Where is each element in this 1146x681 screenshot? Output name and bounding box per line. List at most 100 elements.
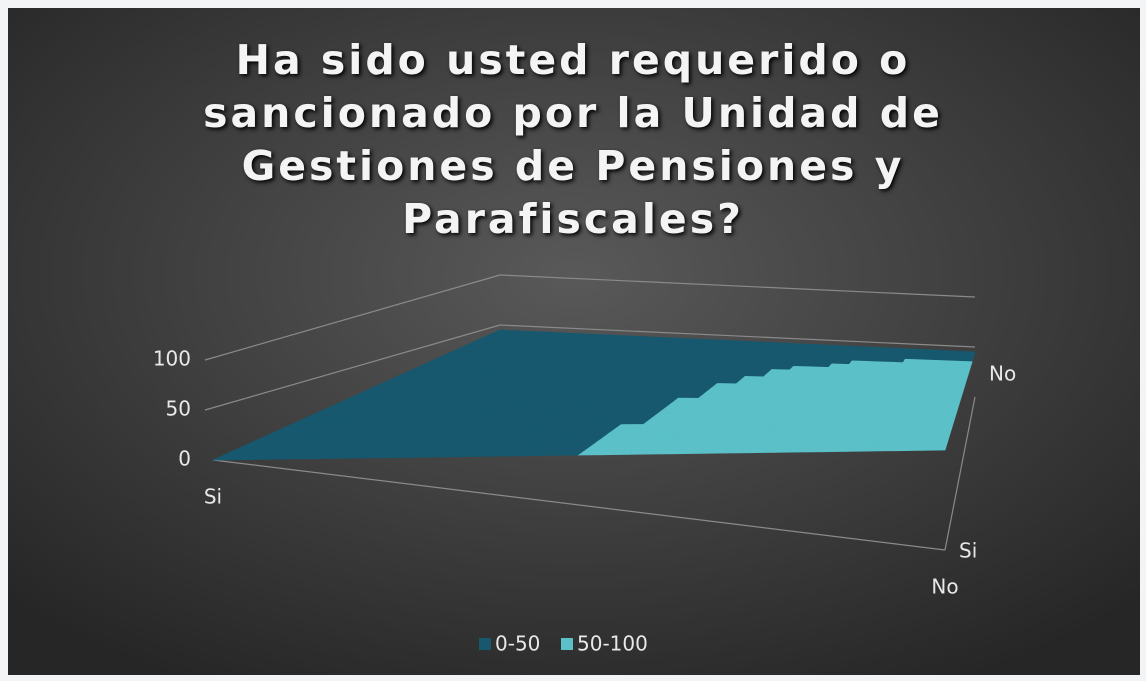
surface-cell (699, 449, 730, 454)
surface-cell (700, 427, 730, 433)
surface-cell (851, 406, 876, 411)
surface-cell (794, 398, 821, 404)
surface-cell (830, 406, 856, 411)
series-tick-label: No (989, 362, 1016, 386)
surface-cell (848, 409, 874, 415)
surface-cell (859, 426, 886, 432)
surface-cell (748, 448, 779, 454)
surface-cell (734, 416, 763, 422)
surface-cell (760, 413, 787, 418)
surface-cell (806, 409, 832, 415)
surface-cell (931, 416, 956, 422)
surface-cell (749, 423, 777, 429)
grid-line (499, 324, 976, 348)
surface-cell (833, 402, 858, 408)
surface-cell (863, 420, 890, 425)
surface-cell (797, 420, 824, 425)
surface-cell (696, 431, 726, 436)
surface-cell (893, 406, 918, 412)
surface-cell (816, 423, 844, 429)
surface-cell (771, 423, 800, 429)
surface-cell (738, 413, 766, 418)
surface-cell (730, 420, 759, 425)
surface-cell (872, 406, 897, 411)
surface-cell (726, 423, 755, 429)
surface-cell (844, 416, 870, 422)
surface-cell (719, 431, 748, 436)
surface-cell (920, 446, 947, 451)
surface-cell (856, 399, 881, 405)
surface-cell (809, 406, 835, 411)
surface-cell (819, 420, 846, 425)
legend-swatch (479, 638, 491, 650)
surface-cell (889, 413, 915, 418)
surface-cell (871, 446, 899, 452)
surface-cell (914, 406, 938, 412)
surface-cell (882, 426, 908, 432)
surface-cell (846, 447, 875, 452)
chart-title: Ha sido usted requerido o sancionado por… (203, 36, 943, 243)
z-tick-label: 100 (153, 347, 191, 371)
z-tick-label: 50 (166, 397, 191, 421)
legend-label: 50-100 (577, 632, 648, 656)
surface-cell (934, 410, 958, 415)
surface-cell (936, 403, 960, 408)
surface-cell (773, 448, 803, 453)
surface-cell (935, 407, 959, 412)
surface-cell (868, 413, 893, 418)
surface-cell (803, 413, 830, 418)
surface-cell (835, 399, 861, 404)
surface-cell (800, 416, 827, 422)
z-tick-label: 0 (178, 447, 191, 471)
surface-cell (908, 420, 933, 425)
surface-cell (753, 398, 780, 404)
surface-cell (861, 423, 888, 428)
surface-cell (874, 403, 899, 408)
surface-cell (765, 430, 794, 436)
grid-line (499, 274, 976, 298)
surface-cell (746, 405, 773, 411)
surface-cell (791, 427, 819, 432)
surface-cell (778, 416, 806, 422)
surface-cell (909, 416, 935, 422)
surface-cell (675, 449, 706, 455)
surface-cell (815, 399, 841, 404)
surface-cell (723, 427, 752, 433)
surface-cell (742, 409, 770, 414)
surface-cell (891, 410, 916, 415)
surface-cell (885, 420, 911, 425)
surface-cell (827, 409, 853, 415)
surface-cell (915, 403, 940, 408)
grid-line (204, 274, 501, 361)
surface-cell (781, 413, 809, 418)
surface-cell (704, 423, 733, 429)
surface-cell (904, 426, 931, 432)
surface-cell (932, 413, 957, 418)
surface-cell (930, 420, 955, 425)
surface-cell (884, 423, 910, 428)
surface-cell (846, 413, 872, 418)
surface-cell (745, 427, 774, 432)
surface-cell (756, 416, 784, 422)
legend-label: 0-50 (495, 632, 540, 656)
surface-cell (812, 402, 838, 408)
series-tick-label: Si (959, 539, 977, 563)
surface-cell (785, 409, 812, 415)
surface-cell (797, 447, 827, 453)
surface-cell (777, 395, 804, 400)
surface-cell (822, 416, 849, 422)
x-tick-label: No (931, 575, 958, 599)
surface-cell (742, 430, 771, 436)
surface-cell (768, 427, 797, 432)
surface-cell (912, 410, 937, 415)
surface-cell (927, 426, 953, 431)
surface-cell (750, 402, 777, 407)
surface-cell (929, 423, 954, 428)
surface-cell (824, 413, 851, 418)
surface-cell (791, 402, 818, 408)
surface-cell (895, 403, 919, 408)
floor-edge (944, 396, 976, 551)
surface-cell (814, 427, 841, 432)
x-tick-label: Si (204, 485, 222, 509)
